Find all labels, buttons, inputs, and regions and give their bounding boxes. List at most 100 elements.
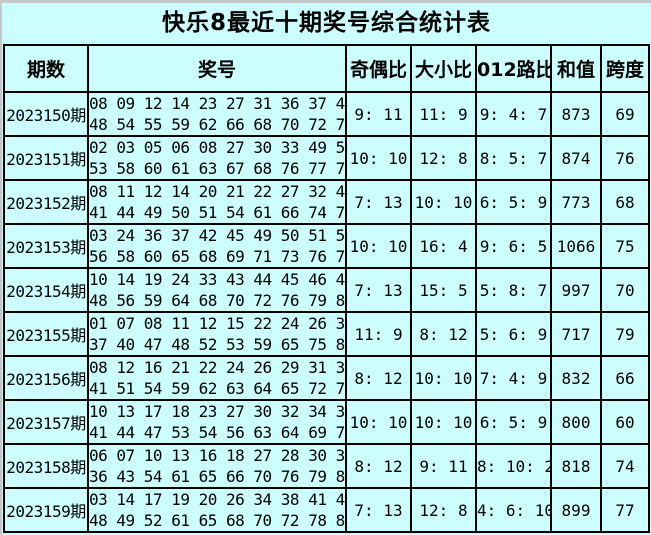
numbers-line2: 41 44 49 50 51 54 61 66 74 76	[89, 203, 346, 222]
odd-even-cell: 10: 10	[345, 135, 412, 181]
numbers-line1: 01 07 08 11 12 15 22 24 26 35	[89, 314, 346, 333]
numbers-line1: 08 12 16 21 22 24 26 29 31 38	[89, 358, 346, 377]
numbers-line2: 56 58 60 65 68 69 71 73 76 78	[89, 247, 346, 266]
numbers-cell: 10 14 19 24 33 43 44 45 46 47 48 56 59 6…	[87, 267, 347, 313]
sum-cell: 899	[550, 487, 602, 533]
numbers-line1: 03 24 36 37 42 45 49 50 51 55	[89, 226, 346, 245]
numbers-line2: 48 56 59 64 68 70 72 76 79 80	[89, 291, 346, 310]
big-small-cell: 10: 10	[410, 355, 477, 401]
header-route012: 012路比	[475, 44, 552, 93]
period-cell: 2023155期	[3, 311, 89, 357]
period-cell: 2023151期	[3, 135, 89, 181]
numbers-cell: 06 07 10 13 16 18 27 28 30 33 36 43 54 6…	[87, 443, 347, 489]
table-row: 2023156期 08 12 16 21 22 24 26 29 31 38 4…	[3, 355, 650, 401]
sum-cell: 1066	[550, 223, 602, 269]
odd-even-cell: 10: 10	[345, 223, 412, 269]
odd-even-cell: 10: 10	[345, 399, 412, 445]
table-row: 2023151期 02 03 05 06 08 27 30 33 49 50 5…	[3, 135, 650, 181]
numbers-cell: 08 11 12 14 20 21 22 27 32 40 41 44 49 5…	[87, 179, 347, 225]
numbers-line2: 36 43 54 61 65 66 70 76 79 80	[89, 467, 346, 486]
numbers-cell: 01 07 08 11 12 15 22 24 26 35 37 40 47 4…	[87, 311, 347, 357]
table-row: 2023157期 10 13 17 18 23 27 30 32 34 35 4…	[3, 399, 650, 445]
numbers-cell: 03 14 17 19 20 26 34 38 41 44 48 49 52 6…	[87, 487, 347, 533]
header-sum: 和值	[550, 44, 602, 93]
sum-cell: 717	[550, 311, 602, 357]
route012-cell: 5: 6: 9	[475, 311, 552, 357]
numbers-line1: 06 07 10 13 16 18 27 28 30 33	[89, 446, 346, 465]
numbers-cell: 03 24 36 37 42 45 49 50 51 55 56 58 60 6…	[87, 223, 347, 269]
span-cell: 76	[600, 135, 650, 181]
odd-even-cell: 9: 11	[345, 91, 412, 137]
sum-cell: 997	[550, 267, 602, 313]
period-cell: 2023152期	[3, 179, 89, 225]
table-row: 2023155期 01 07 08 11 12 15 22 24 26 35 3…	[3, 311, 650, 357]
header-odd-even: 奇偶比	[345, 44, 412, 93]
period-cell: 2023153期	[3, 223, 89, 269]
span-cell: 66	[600, 355, 650, 401]
numbers-line1: 02 03 05 06 08 27 30 33 49 50	[89, 138, 346, 157]
big-small-cell: 8: 12	[410, 311, 477, 357]
odd-even-cell: 7: 13	[345, 267, 412, 313]
span-cell: 74	[600, 443, 650, 489]
numbers-line2: 48 49 52 61 65 68 70 72 78 80	[89, 511, 346, 530]
page-title: 快乐8最近十期奖号综合统计表	[161, 10, 491, 36]
odd-even-cell: 11: 9	[345, 311, 412, 357]
header-numbers: 奖号	[87, 44, 347, 93]
numbers-line2: 48 54 55 59 62 66 68 70 72 77	[89, 115, 346, 134]
odd-even-cell: 7: 13	[345, 179, 412, 225]
table-row: 2023150期 08 09 12 14 23 27 31 36 37 45 4…	[3, 91, 650, 137]
span-cell: 79	[600, 311, 650, 357]
period-cell: 2023158期	[3, 443, 89, 489]
table-row: 2023154期 10 14 19 24 33 43 44 45 46 47 4…	[3, 267, 650, 313]
odd-even-cell: 8: 12	[345, 355, 412, 401]
sum-cell: 832	[550, 355, 602, 401]
stats-table: 期数 奖号 奇偶比 大小比 012路比 和值 跨度 2023150期 08 09…	[3, 44, 650, 533]
big-small-cell: 10: 10	[410, 179, 477, 225]
period-cell: 2023150期	[3, 91, 89, 137]
route012-cell: 6: 5: 9	[475, 179, 552, 225]
numbers-cell: 10 13 17 18 23 27 30 32 34 35 41 44 47 5…	[87, 399, 347, 445]
route012-cell: 6: 5: 9	[475, 399, 552, 445]
numbers-line1: 08 09 12 14 23 27 31 36 37 45	[89, 94, 346, 113]
table-row: 2023153期 03 24 36 37 42 45 49 50 51 55 5…	[3, 223, 650, 269]
table-row: 2023159期 03 14 17 19 20 26 34 38 41 44 4…	[3, 487, 650, 533]
numbers-cell: 02 03 05 06 08 27 30 33 49 50 53 58 60 6…	[87, 135, 347, 181]
sum-cell: 874	[550, 135, 602, 181]
numbers-line1: 10 13 17 18 23 27 30 32 34 35	[89, 402, 346, 421]
numbers-line2: 37 40 47 48 52 53 59 65 75 80	[89, 335, 346, 354]
span-cell: 70	[600, 267, 650, 313]
period-cell: 2023154期	[3, 267, 89, 313]
period-cell: 2023156期	[3, 355, 89, 401]
period-cell: 2023157期	[3, 399, 89, 445]
numbers-line2: 53 58 60 61 63 67 68 76 77 78	[89, 159, 346, 178]
span-cell: 77	[600, 487, 650, 533]
numbers-line1: 08 11 12 14 20 21 22 27 32 40	[89, 182, 346, 201]
route012-cell: 7: 4: 9	[475, 355, 552, 401]
numbers-line2: 41 51 54 59 62 63 64 65 72 74	[89, 379, 346, 398]
big-small-cell: 12: 8	[410, 135, 477, 181]
route012-cell: 9: 4: 7	[475, 91, 552, 137]
route012-cell: 8: 10: 2	[475, 443, 552, 489]
numbers-cell: 08 12 16 21 22 24 26 29 31 38 41 51 54 5…	[87, 355, 347, 401]
sum-cell: 873	[550, 91, 602, 137]
header-big-small: 大小比	[410, 44, 477, 93]
big-small-cell: 11: 9	[410, 91, 477, 137]
numbers-line1: 03 14 17 19 20 26 34 38 41 44	[89, 490, 346, 509]
span-cell: 60	[600, 399, 650, 445]
route012-cell: 4: 6: 10	[475, 487, 552, 533]
big-small-cell: 15: 5	[410, 267, 477, 313]
big-small-cell: 12: 8	[410, 487, 477, 533]
big-small-cell: 16: 4	[410, 223, 477, 269]
odd-even-cell: 8: 12	[345, 443, 412, 489]
span-cell: 75	[600, 223, 650, 269]
numbers-cell: 08 09 12 14 23 27 31 36 37 45 48 54 55 5…	[87, 91, 347, 137]
period-cell: 2023159期	[3, 487, 89, 533]
big-small-cell: 9: 11	[410, 443, 477, 489]
route012-cell: 9: 6: 5	[475, 223, 552, 269]
span-cell: 68	[600, 179, 650, 225]
header-span: 跨度	[600, 44, 650, 93]
header-row: 期数 奖号 奇偶比 大小比 012路比 和值 跨度	[3, 44, 650, 93]
route012-cell: 5: 8: 7	[475, 267, 552, 313]
span-cell: 69	[600, 91, 650, 137]
